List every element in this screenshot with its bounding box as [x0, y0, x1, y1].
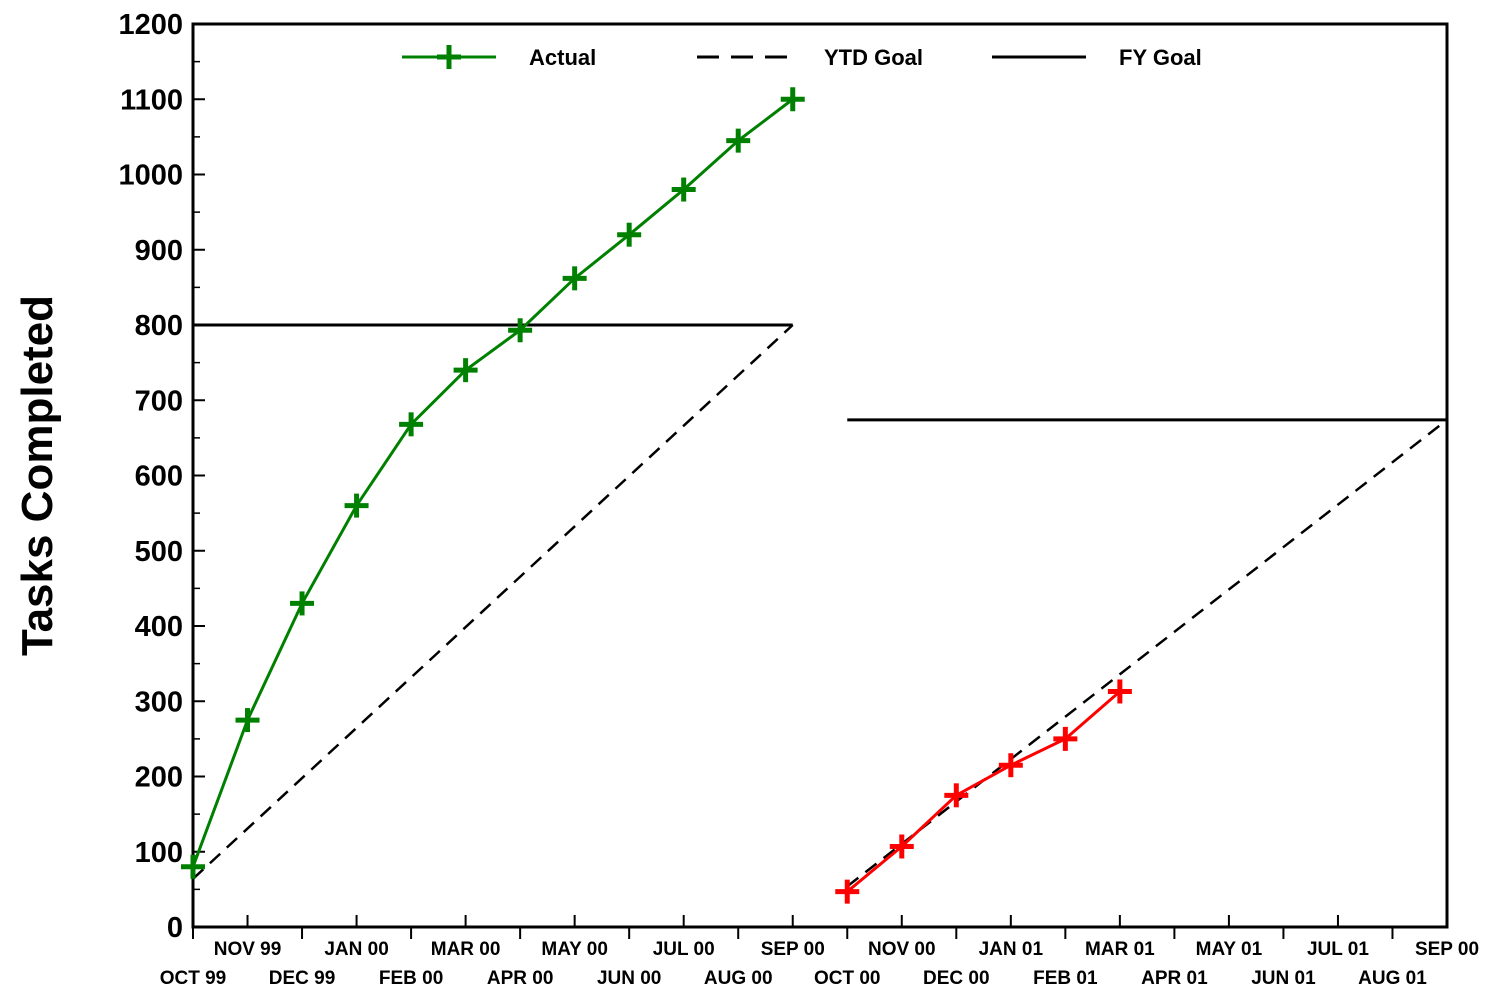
legend-ytd-goal-label: YTD Goal: [824, 45, 923, 70]
x-tick-label: OCT 00: [814, 968, 881, 989]
y-tick-label: 300: [135, 686, 183, 718]
data-point-marker: [562, 266, 587, 291]
data-point-marker: [780, 87, 805, 112]
data-point-marker: [235, 708, 260, 733]
data-point-marker: [1107, 679, 1132, 704]
x-tick-label: OCT 99: [160, 968, 227, 989]
data-point-marker: [453, 358, 478, 383]
legend-fy-goal-label: FY Goal: [1119, 45, 1202, 70]
data-point-marker: [671, 177, 696, 202]
x-tick-label: JUN 01: [1251, 968, 1316, 989]
x-tick-label: MAY 00: [541, 939, 608, 960]
y-tick-label: 0: [167, 912, 183, 944]
x-tick-label: SEP 00: [1415, 939, 1479, 960]
legend-actual-marker: [437, 45, 461, 69]
x-tick-label: AUG 01: [1358, 968, 1427, 989]
data-point-marker: [889, 834, 914, 859]
x-tick-label: JAN 01: [979, 939, 1044, 960]
legend: Actual YTD Goal FY Goal: [402, 45, 1202, 70]
data-point-marker: [290, 591, 315, 616]
y-tick-label: 1200: [118, 9, 183, 41]
y-tick-label: 800: [135, 310, 183, 342]
ytd-goal-line: [846, 418, 1448, 888]
x-tick-label: JUL 01: [1307, 939, 1369, 960]
x-tick-label: MAY 01: [1196, 939, 1263, 960]
plot-frame: [191, 22, 1449, 929]
data-point-marker: [944, 783, 969, 808]
data-point-marker: [181, 854, 205, 879]
y-tick-label: 600: [135, 461, 183, 493]
x-tick-label: APR 01: [1141, 968, 1208, 989]
y-tick-label: 100: [135, 837, 183, 869]
y-axis-title: Tasks Completed: [13, 295, 62, 656]
y-tick-label: 900: [135, 235, 183, 267]
x-tick-label: FEB 00: [379, 968, 443, 989]
data-point-marker: [998, 753, 1023, 778]
y-tick-label: 500: [135, 536, 183, 568]
x-tick-label: JUL 00: [653, 939, 715, 960]
x-tick-label: JUN 00: [597, 968, 661, 989]
y-tick-label: 200: [135, 762, 183, 794]
data-point-marker: [399, 412, 424, 437]
data-point-marker: [508, 318, 533, 343]
y-tick-label: 400: [135, 611, 183, 643]
x-tick-label: NOV 00: [868, 939, 936, 960]
ytd-goal-line: [192, 324, 794, 880]
x-tick-label: MAR 00: [431, 939, 501, 960]
data-point-marker: [835, 879, 860, 904]
data-point-marker: [344, 493, 369, 518]
x-tick-label: APR 00: [487, 968, 554, 989]
x-tick-label: NOV 99: [214, 939, 282, 960]
actual-line-fy01: [846, 690, 1121, 893]
x-tick-label: AUG 00: [704, 968, 773, 989]
x-tick-label: MAR 01: [1085, 939, 1155, 960]
legend-actual-label: Actual: [529, 45, 596, 70]
y-tick-label: 1000: [118, 160, 183, 192]
y-tick-label: 1100: [120, 84, 183, 116]
data-point-marker: [1053, 726, 1078, 751]
actual-line-fy00: [191, 98, 794, 868]
x-tick-label: JAN 00: [324, 939, 388, 960]
x-tick-label: SEP 00: [761, 939, 825, 960]
y-tick-label: 700: [135, 385, 183, 417]
data-point-marker: [726, 128, 751, 153]
x-tick-label: DEC 00: [923, 968, 990, 989]
x-tick-label: DEC 99: [269, 968, 336, 989]
x-tick-label: FEB 01: [1033, 968, 1098, 989]
data-point-marker: [617, 222, 642, 247]
